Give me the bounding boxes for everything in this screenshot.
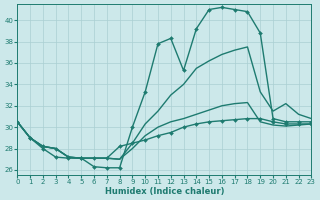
- X-axis label: Humidex (Indice chaleur): Humidex (Indice chaleur): [105, 187, 224, 196]
